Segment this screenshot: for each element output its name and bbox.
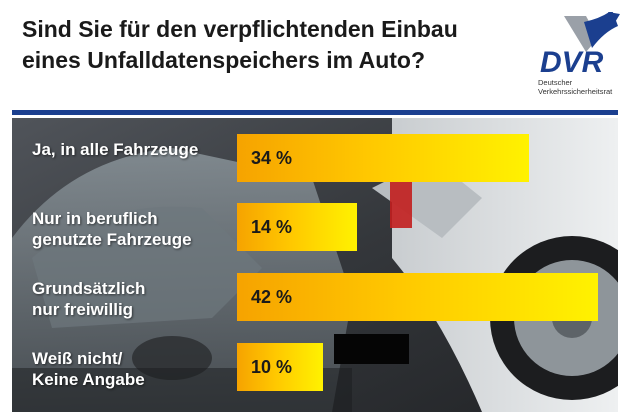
bar-3-value: 42 % xyxy=(251,287,293,307)
title-line-1: Sind Sie für den verpflichtenden Einbau xyxy=(22,16,458,42)
dvr-logo: DVR Deutscher Verkehrssicherheitsrat xyxy=(534,12,624,102)
category-label-3-line-2: nur freiwillig xyxy=(32,300,134,319)
bar-2: 14 % xyxy=(237,203,357,251)
category-label-2-line-2: genutzte Fahrzeuge xyxy=(32,230,192,249)
bar-1: 34 % xyxy=(237,134,529,182)
dvr-logo-mark: DVR xyxy=(540,12,620,79)
chart: Ja, in alle Fahrzeuge 34 % Nur in berufl… xyxy=(12,118,618,412)
category-label-4-line-1: Weiß nicht/ xyxy=(32,349,123,368)
category-label-4: Weiß nicht/ Keine Angabe xyxy=(32,348,242,390)
category-label-4-line-2: Keine Angabe xyxy=(32,370,145,389)
dvr-logo-text: DVR xyxy=(540,46,604,79)
bar-3: 42 % xyxy=(237,273,598,321)
bar-4-value: 10 % xyxy=(251,357,293,377)
title-line-2: eines Unfalldatenspeichers im Auto? xyxy=(22,47,426,73)
bar-2-value: 14 % xyxy=(251,217,293,237)
category-label-2-line-1: Nur in beruflich xyxy=(32,209,158,228)
category-label-2: Nur in beruflich genutzte Fahrzeuge xyxy=(32,208,242,250)
header-rule xyxy=(12,110,618,115)
dvr-logo-subtitle-2: Verkehrssicherheitsrat xyxy=(538,87,613,96)
bar-1-value: 34 % xyxy=(251,148,293,168)
bar-4: 10 % xyxy=(237,343,323,391)
category-label-3-line-1: Grundsätzlich xyxy=(32,279,146,298)
category-label-3: Grundsätzlich nur freiwillig xyxy=(32,278,242,320)
category-label-1-line-1: Ja, in alle Fahrzeuge xyxy=(32,140,199,159)
page-title: Sind Sie für den verpflichtenden Einbau … xyxy=(22,14,492,76)
category-label-1: Ja, in alle Fahrzeuge xyxy=(32,139,242,160)
license-plate-blackout xyxy=(334,334,409,364)
dvr-logo-subtitle-1: Deutscher xyxy=(538,78,573,87)
